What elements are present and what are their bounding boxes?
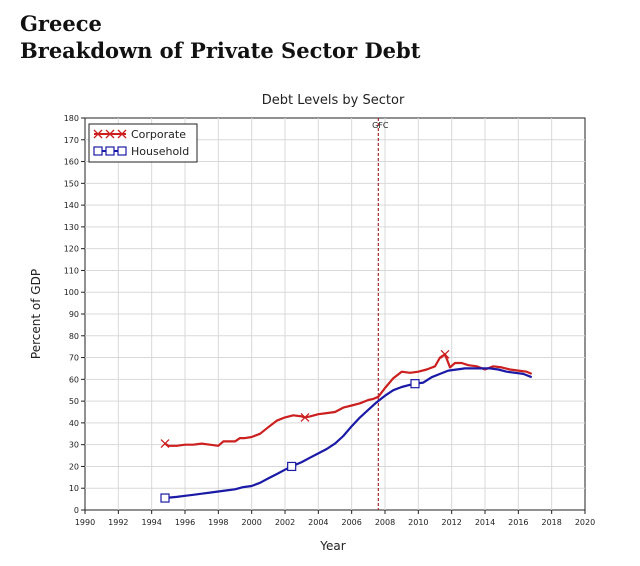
legend-marker-corporate [105,129,115,139]
y-tick-label: 160 [64,158,79,167]
y-tick-label: 40 [69,419,79,428]
y-tick-label: 20 [69,462,79,471]
x-tick-label: 1990 [75,518,95,527]
y-tick-label: 180 [64,114,79,123]
page-title: Greece Breakdown of Private Sector Debt [20,10,420,64]
x-tick-label: 2010 [408,518,428,527]
y-tick-label: 80 [69,332,79,341]
x-tick-label: 2016 [508,518,528,527]
x-axis-label: Year [319,539,345,553]
y-tick-label: 140 [64,201,79,210]
series-marker-corporate [440,349,450,359]
legend-marker-corporate [93,129,103,139]
series-line-corporate [164,353,533,447]
x-tick-label: 1994 [141,518,161,527]
legend-marker-corporate [117,129,127,139]
x-tick-label: 2020 [575,518,595,527]
y-axis-label: Percent of GDP [29,269,43,359]
chart-title: Debt Levels by Sector [262,93,405,108]
page-title-line-2: Breakdown of Private Sector Debt [20,38,421,63]
y-tick-label: 130 [64,223,79,232]
series-line-household [164,367,533,500]
gfc-marker: GFC [372,118,389,510]
series-marker-household [287,461,297,472]
y-tick-label: 110 [64,266,79,275]
y-tick-label: 150 [64,179,79,188]
y-tick-label: 100 [64,288,79,297]
y-tick-label: 50 [69,397,79,406]
x-tick-label: 2004 [308,518,328,527]
y-tick-label: 30 [69,441,79,450]
x-tick-label: 2006 [341,518,361,527]
legend-label-corporate: Corporate [131,128,186,141]
x-tick-label: 2002 [275,518,295,527]
x-tick-label: 2014 [475,518,495,527]
x-tick-label: 1998 [208,518,228,527]
x-tick-label: 2008 [375,518,395,527]
series-marker-corporate [300,412,310,422]
y-tick-label: 90 [69,310,79,319]
legend-marker-household [93,146,103,156]
x-tick-label: 1996 [175,518,195,527]
legend-marker-household [105,146,115,156]
series-marker-household [160,493,170,503]
y-tick-label: 170 [64,136,79,145]
series-lines [160,349,533,503]
series-marker-household [410,379,420,389]
legend-marker-household [117,146,127,156]
y-tick-label: 120 [64,245,79,254]
x-tick-label: 2012 [441,518,461,527]
legend-label-household: Household [131,145,189,158]
series-marker-corporate [160,439,170,449]
x-tick-label: 2000 [241,518,261,527]
y-tick-label: 0 [74,506,79,515]
y-tick-label: 70 [69,354,79,363]
axis-ticks: 0 10 20 30 40 50 60 70 80 90 100 110 120 130 140 150 160… [64,114,595,527]
x-tick-label: 1992 [108,518,128,527]
y-tick-label: 10 [69,484,79,493]
gfc-label: GFC [372,121,389,130]
legend: Corporate Household [88,123,198,163]
x-tick-label: 2018 [541,518,561,527]
page-title-line-1: Greece [20,11,102,36]
y-tick-label: 60 [69,375,79,384]
